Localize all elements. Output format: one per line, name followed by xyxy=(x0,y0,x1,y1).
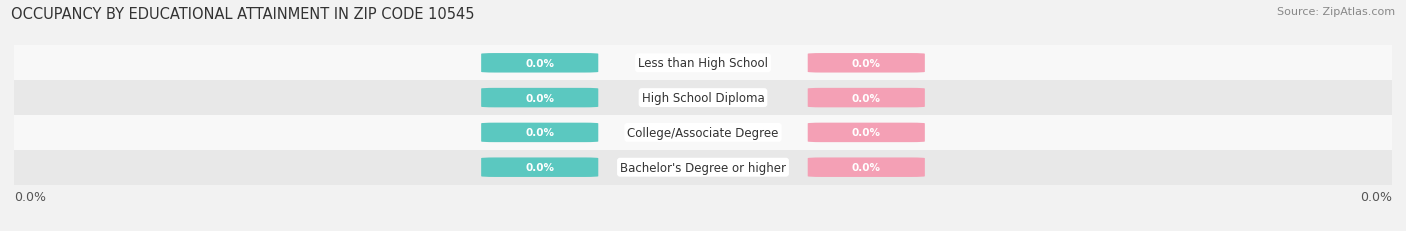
FancyBboxPatch shape xyxy=(807,158,925,177)
Text: 0.0%: 0.0% xyxy=(526,58,554,69)
Text: 0.0%: 0.0% xyxy=(14,190,46,203)
Bar xyxy=(14,150,1392,185)
Text: 0.0%: 0.0% xyxy=(852,128,880,138)
Text: 0.0%: 0.0% xyxy=(526,162,554,173)
Bar xyxy=(14,81,1392,116)
Text: 0.0%: 0.0% xyxy=(852,93,880,103)
Text: College/Associate Degree: College/Associate Degree xyxy=(627,126,779,139)
Text: OCCUPANCY BY EDUCATIONAL ATTAINMENT IN ZIP CODE 10545: OCCUPANCY BY EDUCATIONAL ATTAINMENT IN Z… xyxy=(11,7,475,22)
Text: 0.0%: 0.0% xyxy=(852,58,880,69)
Text: 0.0%: 0.0% xyxy=(1360,190,1392,203)
FancyBboxPatch shape xyxy=(481,123,599,143)
FancyBboxPatch shape xyxy=(807,54,925,73)
Text: Source: ZipAtlas.com: Source: ZipAtlas.com xyxy=(1277,7,1395,17)
Bar xyxy=(14,116,1392,150)
FancyBboxPatch shape xyxy=(481,88,599,108)
FancyBboxPatch shape xyxy=(807,123,925,143)
Text: 0.0%: 0.0% xyxy=(852,162,880,173)
Text: Less than High School: Less than High School xyxy=(638,57,768,70)
Text: Bachelor's Degree or higher: Bachelor's Degree or higher xyxy=(620,161,786,174)
FancyBboxPatch shape xyxy=(807,88,925,108)
Text: High School Diploma: High School Diploma xyxy=(641,92,765,105)
Text: 0.0%: 0.0% xyxy=(526,93,554,103)
Bar xyxy=(14,46,1392,81)
Text: 0.0%: 0.0% xyxy=(526,128,554,138)
FancyBboxPatch shape xyxy=(481,158,599,177)
FancyBboxPatch shape xyxy=(481,54,599,73)
